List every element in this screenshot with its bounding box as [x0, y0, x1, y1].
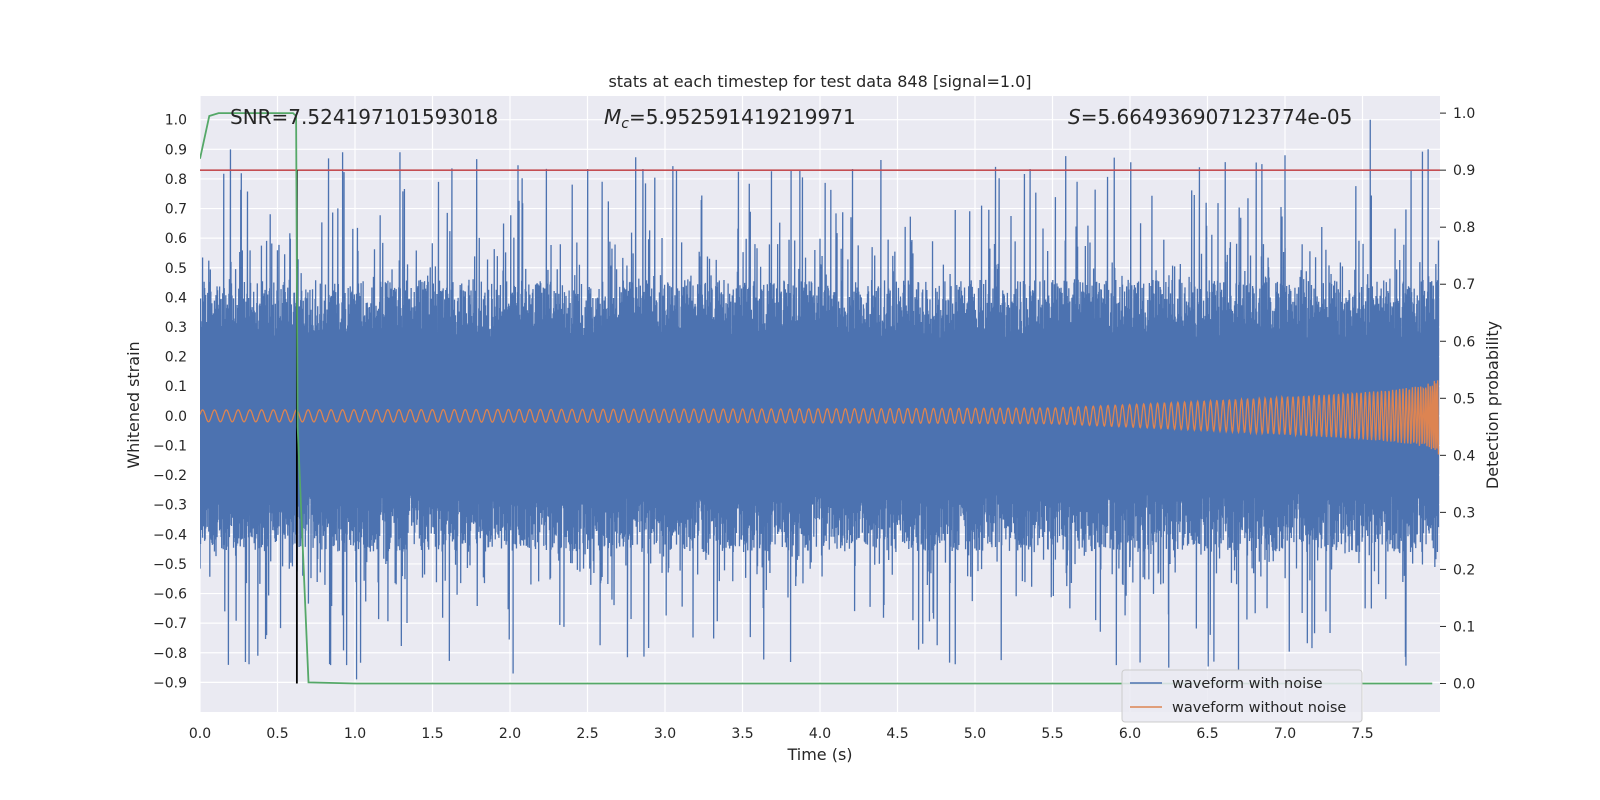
chirp-mass-subscript: c [621, 116, 629, 132]
y2-tick-label: 0.4 [1453, 448, 1475, 464]
chart-title: stats at each timestep for test data 848… [608, 72, 1031, 91]
y-axis-label: Whitened strain [124, 341, 143, 468]
y-tick-label: 0.8 [165, 172, 187, 188]
y-tick-label: −0.9 [153, 675, 187, 691]
x-tick-label: 1.5 [421, 726, 443, 742]
x-tick-label: 7.0 [1274, 726, 1296, 742]
y-tick-label: 1.0 [165, 113, 187, 129]
x-tick-label: 3.5 [731, 726, 753, 742]
y-tick-label: −0.8 [153, 646, 187, 662]
x-tick-label: 0.0 [189, 726, 211, 742]
y-tick-label: −0.3 [153, 498, 187, 514]
x-tick-label: 6.0 [1119, 726, 1141, 742]
s-symbol: S [1068, 105, 1081, 129]
x-tick-label: 4.5 [886, 726, 908, 742]
y-tick-label: −0.7 [153, 616, 187, 632]
y-tick-labels: 1.0 0.9 0.8 0.7 0.6 0.5 0.4 0.3 0.2 0.1 0.0 −0.1 −0.… [153, 113, 187, 692]
x-tick-label: 5.5 [1041, 726, 1063, 742]
x-axis-label: Time (s) [786, 745, 852, 764]
x-tick-labels: 0.0 0.5 1.0 1.5 2.0 2.5 3.0 3.5 4.0 4.5 5.0 5.5 6.0 6… [189, 726, 1374, 742]
y-tick-label: 0.6 [165, 231, 187, 247]
x-tick-label: 7.5 [1351, 726, 1373, 742]
y-tick-label: 0.2 [165, 350, 187, 366]
x-tick-label: 3.0 [654, 726, 676, 742]
y-tick-label: 0.3 [165, 320, 187, 336]
y-tick-label: 0.7 [165, 202, 187, 218]
y2-tick-label: 0.3 [1453, 505, 1475, 521]
x-tick-label: 2.0 [499, 726, 521, 742]
legend-entry-clean: waveform without noise [1172, 700, 1346, 716]
y-tick-label: 0.5 [165, 261, 187, 277]
y-tick-label: −0.1 [153, 438, 187, 454]
y2-tick-label: 0.1 [1453, 619, 1475, 635]
chirp-mass-symbol: M [604, 105, 621, 129]
legend-entry-noise: waveform with noise [1172, 676, 1323, 692]
y2-tick-label: 0.8 [1453, 220, 1475, 236]
y-tick-label: 0.4 [165, 290, 187, 306]
chirp-mass-value: =5.952591419219971 [629, 105, 856, 129]
x-tick-label: 1.0 [344, 726, 366, 742]
chirp-mass-annotation: Mc=5.952591419219971 [604, 105, 856, 132]
y-tick-label: −0.5 [153, 557, 187, 573]
y-tick-label: 0.9 [165, 142, 187, 158]
y-tick-label: −0.2 [153, 468, 187, 484]
s-annotation: S=5.664936907123774e-05 [1068, 105, 1352, 129]
x-tick-label: 5.0 [964, 726, 986, 742]
series-waveform-without-noise [200, 380, 1440, 455]
y2-tick-label: 0.5 [1453, 391, 1475, 407]
y2-axis-label: Detection probability [1483, 321, 1502, 489]
s-value: =5.664936907123774e-05 [1081, 105, 1353, 129]
x-tick-label: 0.5 [266, 726, 288, 742]
y2-tick-label: 1.0 [1453, 106, 1475, 122]
series-detection-probability [200, 112, 1433, 685]
snr-annotation: SNR=7.524197101593018 [230, 105, 498, 129]
y2-tick-label: 0.6 [1453, 334, 1475, 350]
y-tick-label: 0.0 [165, 409, 187, 425]
y2-tick-label: 0.9 [1453, 163, 1475, 179]
series-layer [200, 112, 1440, 685]
y2-tick-label: 0.7 [1453, 277, 1475, 293]
x-tick-label: 4.0 [809, 726, 831, 742]
legend: waveform with noise waveform without noi… [1121, 669, 1363, 723]
y-tick-label: −0.6 [153, 587, 187, 603]
y2-tick-label: 0.2 [1453, 562, 1475, 578]
y2-tick-labels: 1.0 0.9 0.8 0.7 0.6 0.5 0.4 0.3 0.2 0.1 0.0 [1440, 106, 1475, 692]
y-tick-label: 0.1 [165, 379, 187, 395]
x-tick-label: 2.5 [576, 726, 598, 742]
series-waveform-with-noise [200, 119, 1440, 680]
y-tick-label: −0.4 [153, 527, 187, 543]
x-tick-label: 6.5 [1196, 726, 1218, 742]
legend-box [1121, 669, 1363, 723]
y2-tick-label: 0.0 [1453, 676, 1475, 692]
